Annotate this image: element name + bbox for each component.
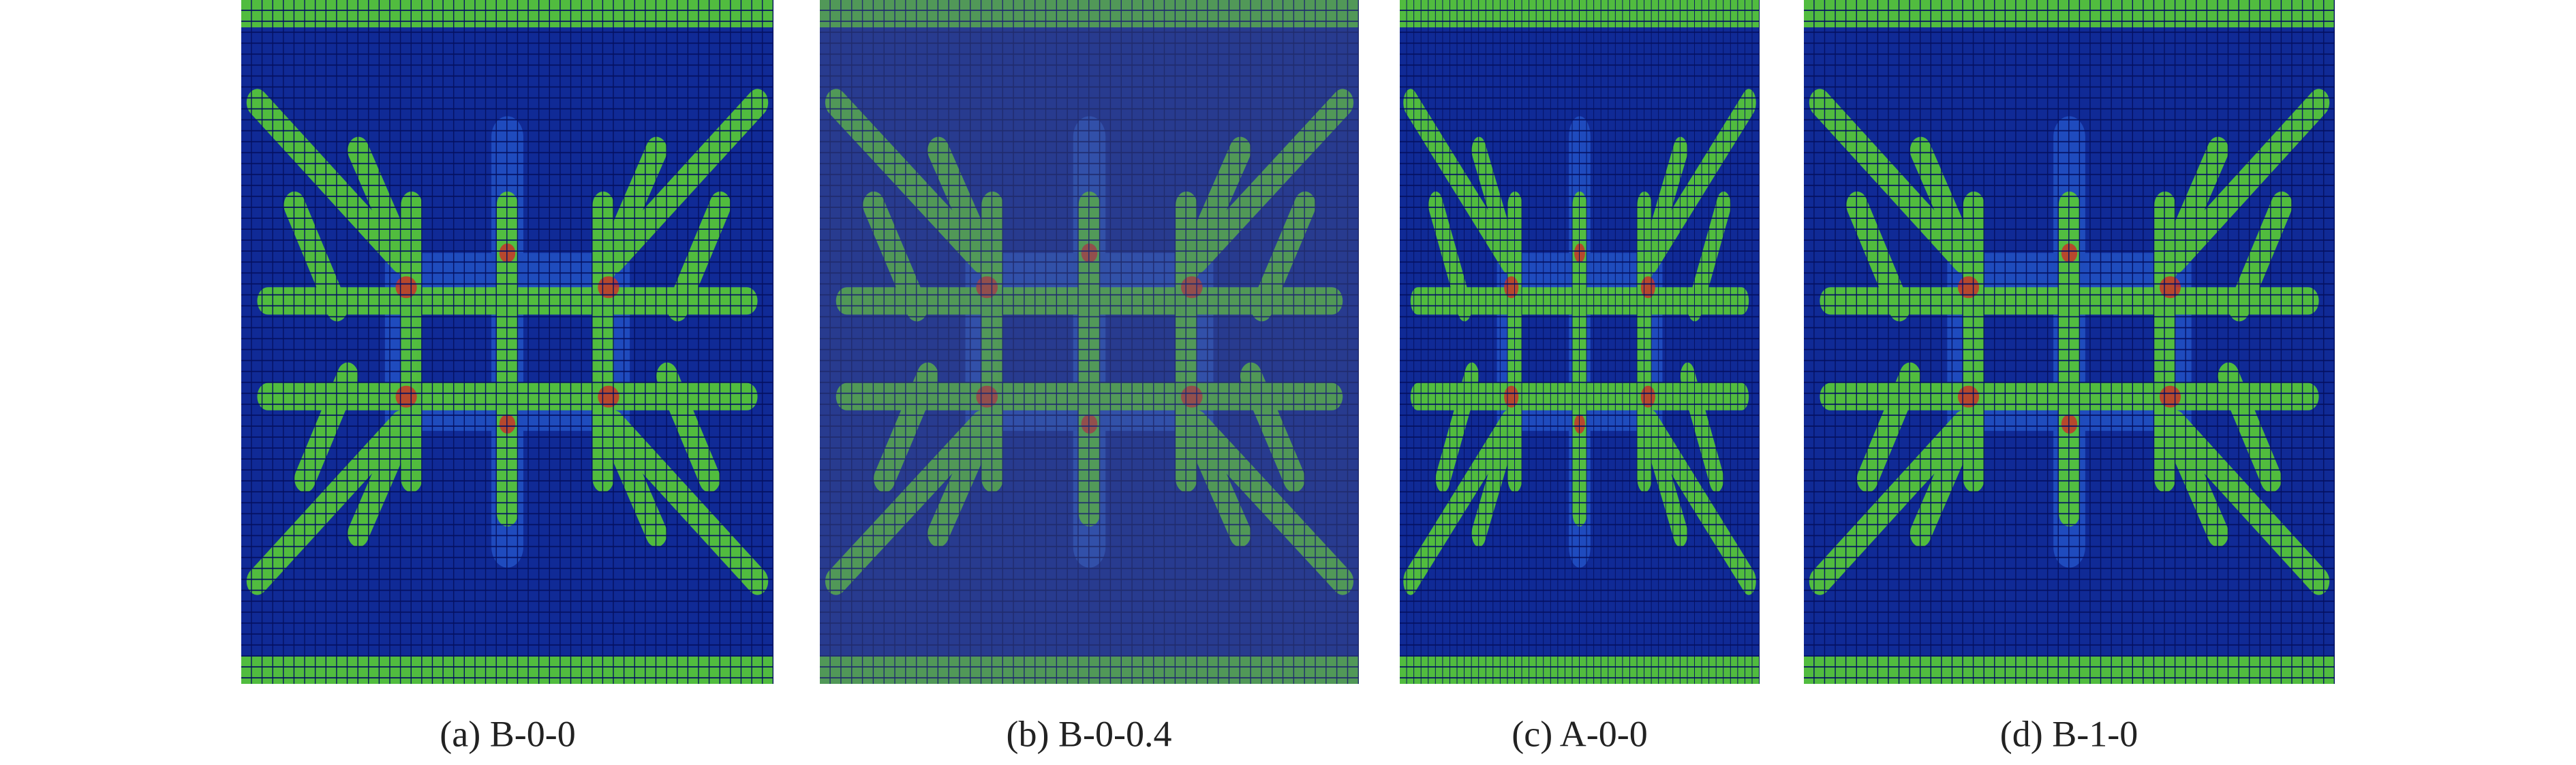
damage-contour-image [1400, 0, 1760, 684]
panel-b: (b) B-0-0.4 [820, 0, 1359, 754]
panel-c: (c) A-0-0 [1400, 0, 1760, 754]
caption: (b) B-0-0.4 [1007, 713, 1172, 754]
panel-a: (a) B-0-0 [241, 0, 773, 754]
caption: (d) B-1-0 [2000, 713, 2138, 754]
damage-contour-image [1804, 0, 2335, 684]
damage-contour-image [241, 0, 773, 684]
caption: (c) A-0-0 [1512, 713, 1647, 754]
panel-d: (d) B-1-0 [1804, 0, 2335, 754]
caption: (a) B-0-0 [440, 713, 575, 754]
image-shade [820, 0, 1359, 684]
